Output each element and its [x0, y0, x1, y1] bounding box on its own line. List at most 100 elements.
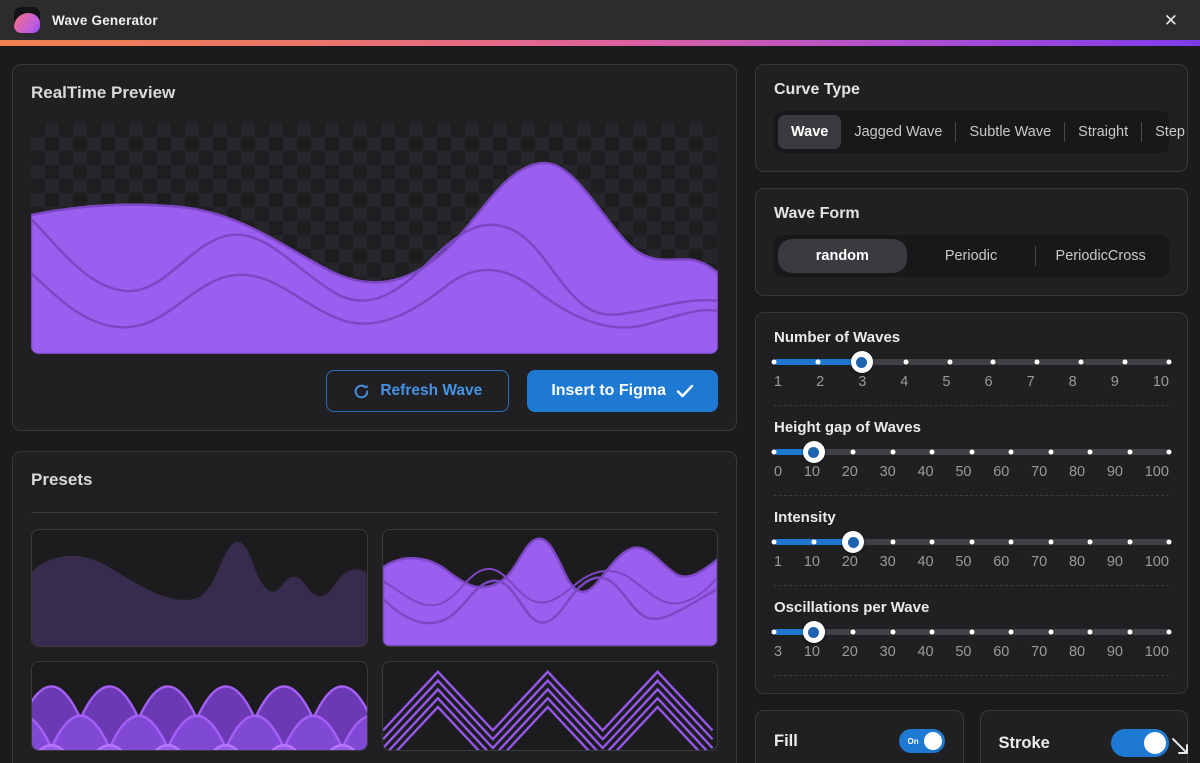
tick-label: 50 [955, 644, 972, 660]
tick-label: 60 [993, 464, 1010, 480]
wave-form-heading: Wave Form [774, 205, 860, 222]
preset-tile-zigzag-lines[interactable] [381, 661, 718, 751]
fill-card: Fill On [755, 710, 964, 763]
slider-step-dot [1048, 539, 1053, 545]
slider-step-dot [1127, 539, 1132, 545]
insert-to-figma-button[interactable]: Insert to Figma [527, 370, 718, 412]
tick-label: 10 [803, 554, 820, 570]
slider-step-dot [1166, 359, 1172, 365]
tick-label: 40 [917, 644, 934, 660]
wave-form-option-random[interactable]: random [778, 239, 907, 273]
slider-label-height-gap-of-waves: Height gap of Waves [774, 419, 921, 436]
slider-step-dot [771, 629, 777, 635]
tick-label: 70 [1031, 554, 1048, 570]
presets-divider [31, 512, 718, 513]
tick-label: 60 [993, 644, 1010, 660]
refresh-wave-button[interactable]: Refresh Wave [326, 370, 510, 412]
curve-type-option-step[interactable]: Step [1142, 115, 1198, 149]
slider-group-number-of-waves: Number of Waves 1 2 3 4 5 6 7 8 9 10 [771, 329, 1172, 390]
wave-form-option-periodic[interactable]: Periodic [907, 239, 1036, 273]
curve-type-option-straight[interactable]: Straight [1065, 115, 1141, 149]
preset-tile-scallop-pattern[interactable] [31, 661, 368, 751]
slider-step-dot [1048, 449, 1053, 455]
slider-step-dot [929, 449, 935, 455]
slider-step-dot [850, 629, 856, 635]
fill-toggle[interactable]: On [898, 729, 945, 753]
sliders-card: Number of Waves 1 2 3 4 5 6 7 8 9 10 Height gap of … [755, 312, 1188, 694]
resize-handle-icon[interactable] [1169, 735, 1193, 759]
tick-label: 20 [841, 644, 858, 660]
slider-step-dot [1087, 449, 1093, 455]
tick-label: 1 [774, 554, 783, 570]
slider-track-number-of-waves[interactable] [771, 351, 1172, 373]
slider-label-intensity: Intensity [774, 509, 836, 526]
slider-step-dot [890, 539, 895, 545]
tick-label: 100 [1144, 464, 1169, 480]
slider-step-dot [947, 359, 953, 365]
slider-step-dot [850, 449, 856, 455]
stroke-toggle-knob [1144, 732, 1166, 754]
curve-type-option-wave[interactable]: Wave [778, 115, 842, 149]
slider-step-dot [815, 359, 821, 365]
tick-label: 20 [841, 464, 858, 480]
slider-handle-intensity[interactable] [842, 531, 864, 553]
slider-step-dot [969, 539, 974, 545]
preset-tile-dark-wave[interactable] [31, 529, 368, 647]
dashed-divider [774, 495, 1169, 496]
slider-track-oscillations-per-wave[interactable] [771, 621, 1172, 643]
tick-label: 70 [1031, 644, 1048, 660]
slider-label-number-of-waves: Number of Waves [774, 329, 901, 346]
slider-step-dot [1078, 359, 1084, 365]
tick-label: 7 [1026, 374, 1035, 390]
wave-form-option-periodiccross[interactable]: PeriodicCross [1036, 239, 1165, 273]
wave-preview-canvas [31, 123, 718, 354]
slider-track-intensity[interactable] [771, 531, 1172, 553]
tick-label: 80 [1068, 554, 1086, 570]
app-logo-icon [14, 7, 40, 33]
tick-label: 30 [879, 554, 896, 570]
fill-toggle-knob [923, 732, 942, 750]
slider-handle-height-gap-of-waves[interactable] [802, 441, 825, 463]
slider-group-oscillations-per-wave: Oscillations per Wave 3 10 20 30 40 50 60 70 80 90… [771, 599, 1172, 660]
slider-fill [774, 449, 814, 455]
slider-step-dot [811, 539, 816, 545]
slider-handle-number-of-waves[interactable] [850, 351, 873, 373]
slider-step-dot [1008, 629, 1014, 635]
tick-label: 80 [1068, 464, 1086, 480]
slider-step-dot [1127, 449, 1132, 455]
tick-label: 40 [917, 554, 934, 570]
tick-label: 80 [1068, 644, 1086, 660]
segment-divider [1141, 122, 1143, 142]
slider-step-dot [929, 629, 935, 635]
tick-label: 90 [1106, 644, 1123, 660]
stroke-toggle[interactable] [1111, 729, 1169, 757]
dashed-divider [774, 585, 1169, 586]
preset-tile-bright-waves[interactable] [381, 529, 718, 647]
tick-label: 6 [984, 374, 993, 390]
curve-type-option-jagged-wave[interactable]: Jagged Wave [841, 115, 955, 149]
presets-heading: Presets [31, 470, 93, 489]
curve-type-option-subtle-wave[interactable]: Subtle Wave [956, 115, 1064, 149]
tick-label: 8 [1068, 374, 1077, 390]
close-icon[interactable]: ✕ [1160, 8, 1182, 33]
fill-label: Fill [774, 731, 798, 750]
slider-step-dot [771, 449, 777, 455]
tick-label: 20 [841, 554, 858, 570]
dashed-divider [774, 405, 1169, 406]
presets-card: Presets [12, 451, 737, 763]
refresh-icon [355, 384, 369, 398]
slider-step-dot [1008, 449, 1014, 455]
slider-step-dot [1166, 629, 1172, 635]
wave-form-segmented: random Periodic PeriodicCross [774, 235, 1169, 277]
tick-label: 10 [1152, 374, 1169, 390]
slider-tick-labels: 1 2 3 4 5 6 7 8 9 10 [774, 372, 1169, 390]
slider-handle-oscillations-per-wave[interactable] [802, 621, 825, 643]
slider-track-height-gap-of-waves[interactable] [771, 441, 1172, 463]
tick-label: 70 [1031, 464, 1048, 480]
tick-label: 3 [774, 644, 783, 660]
insert-to-figma-label: Insert to Figma [551, 382, 666, 399]
slider-step-dot [1166, 539, 1172, 545]
titlebar: Wave Generator ✕ [0, 0, 1200, 40]
tick-label: 5 [942, 374, 951, 390]
slider-fill [774, 629, 814, 635]
